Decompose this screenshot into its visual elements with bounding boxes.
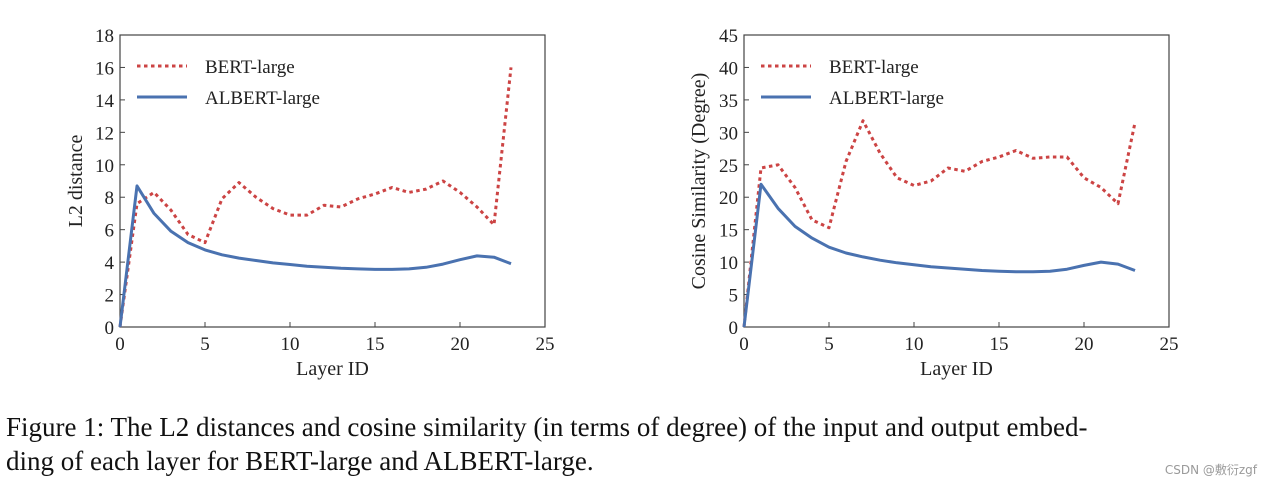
x-tick-label: 15 [990, 334, 1009, 355]
y-tick-label: 12 [95, 123, 114, 144]
series-line-albert-large [118, 184, 512, 328]
plot-frame [119, 34, 546, 328]
y-tick-label: 10 [95, 156, 114, 177]
x-tick-label: 0 [115, 334, 125, 355]
y-axis-title: L2 distance [65, 135, 87, 228]
plot-frame [743, 34, 1170, 328]
y-tick-label: 35 [719, 91, 738, 112]
y-tick-label: 15 [719, 221, 738, 242]
y-tick-label: 16 [95, 58, 114, 79]
x-tick-label: 5 [824, 334, 834, 355]
x-tick-label: 15 [366, 334, 385, 355]
y-tick-label: 2 [105, 286, 115, 307]
y-tick-label: 0 [105, 318, 115, 339]
caption-line-1: Figure 1: The L2 distances and cosine si… [6, 412, 1088, 442]
x-tick-label: 0 [739, 334, 749, 355]
legend-label: BERT-large [829, 57, 919, 78]
legend-label: BERT-large [205, 57, 295, 78]
x-tick-label: 20 [1075, 334, 1094, 355]
l2-distance-chart: 0 5 10 15 20 25 0 2 4 6 8 10 12 14 16 18 Layer ID L2 dist… [65, 26, 555, 380]
y-tick-label: 14 [95, 91, 115, 112]
y-tick-label: 40 [719, 58, 738, 79]
y-tick-label: 5 [729, 286, 739, 307]
watermark: CSDN @敷衍zgf [1164, 463, 1257, 477]
x-tick-label: 10 [281, 334, 300, 355]
y-tick-label: 25 [719, 156, 738, 177]
series-line-albert-large [742, 182, 1136, 328]
x-tick-label: 25 [1160, 334, 1179, 355]
legend-label: ALBERT-large [205, 88, 320, 109]
y-tick-label: 4 [105, 253, 115, 274]
x-tick-label: 20 [451, 334, 470, 355]
x-axis-title: Layer ID [296, 358, 369, 380]
x-axis-title: Layer ID [920, 358, 993, 380]
x-tick-label: 10 [905, 334, 924, 355]
x-tick-label: 5 [200, 334, 210, 355]
y-tick-label: 18 [95, 26, 114, 47]
y-tick-label: 45 [719, 26, 738, 47]
y-axis-title: Cosine Similarity (Degree) [688, 73, 710, 290]
cosine-similarity-chart: 0 5 10 15 20 25 0 5 10 15 20 25 30 35 40 45 Layer ID Cosi… [688, 26, 1179, 380]
legend-label: ALBERT-large [829, 88, 944, 109]
y-tick-label: 8 [105, 188, 115, 209]
y-tick-label: 6 [105, 221, 115, 242]
caption-line-2: ding of each layer for BERT-large and AL… [6, 446, 594, 476]
y-tick-label: 10 [719, 253, 738, 274]
figure-caption: Figure 1: The L2 distances and cosine si… [6, 410, 1256, 478]
y-tick-label: 0 [729, 318, 739, 339]
y-tick-label: 20 [719, 188, 738, 209]
series-line-bert-large [742, 119, 1137, 328]
y-tick-label: 30 [719, 123, 738, 144]
x-tick-label: 25 [536, 334, 555, 355]
